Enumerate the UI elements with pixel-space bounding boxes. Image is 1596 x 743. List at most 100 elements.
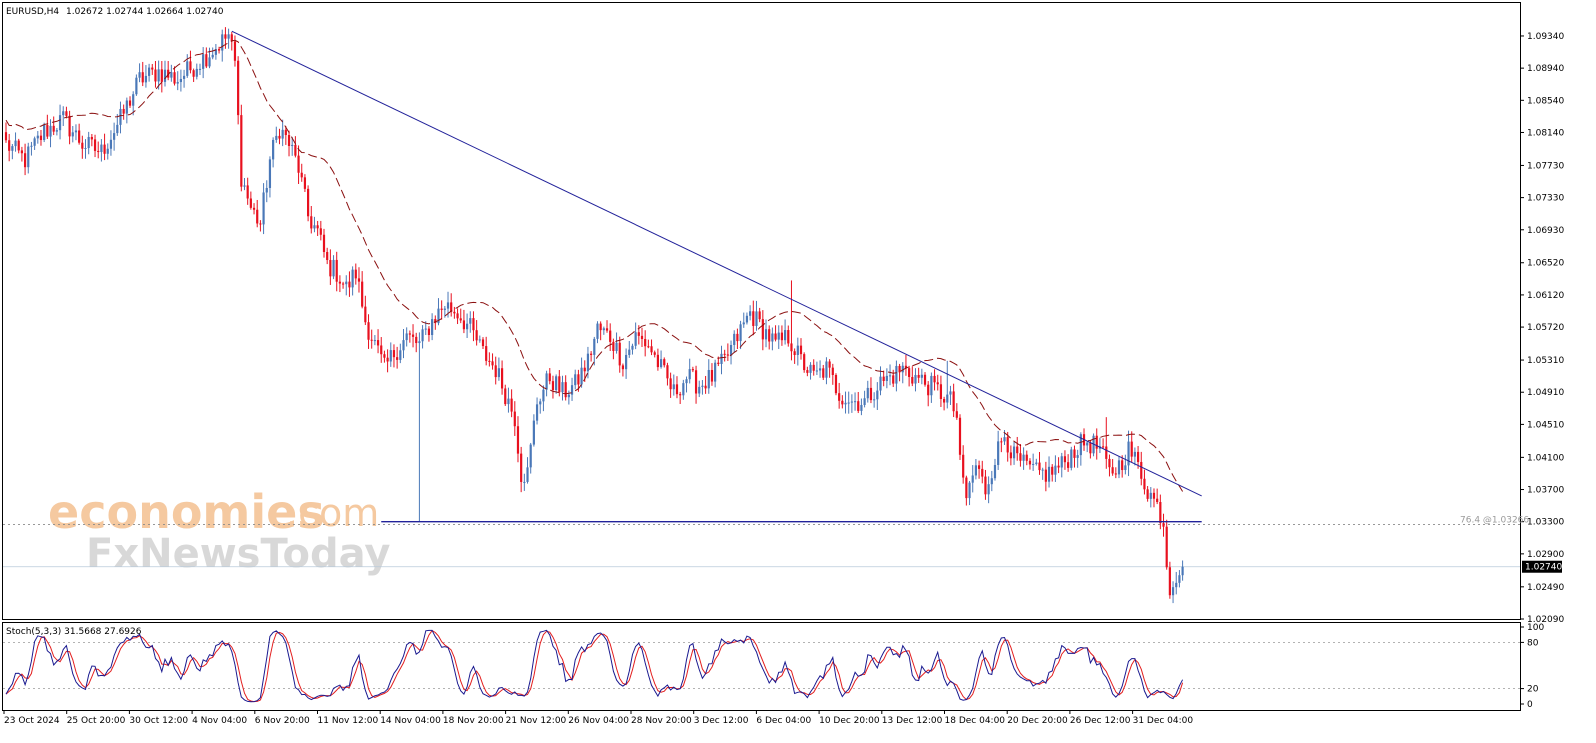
price-tick-label: 1.08940 [1527,64,1564,74]
price-tick-label: 1.02490 [1527,583,1564,593]
candle-body [100,144,103,153]
candle-body [472,318,475,331]
candle-body [920,374,923,378]
candle-body [132,94,135,106]
time-tick-label: 4 Nov 04:00 [192,716,247,726]
candle-body [507,398,510,405]
time-tick-label: 28 Nov 20:00 [631,716,692,726]
candle-body [65,111,68,116]
candle-body [43,125,46,141]
candle-body [634,332,637,346]
candle-body [818,368,822,371]
candle-body [113,133,116,140]
candle-body [749,311,752,316]
candle-body [987,484,990,495]
candle-body [386,357,389,362]
candle-body [895,365,898,384]
candle-body [532,420,535,445]
candle-body [943,399,946,403]
candle-body [510,398,513,412]
candle-body [965,477,968,499]
candle-body [1089,442,1092,454]
candle-body [764,329,768,340]
stoch-tick-label: 0 [1527,700,1533,710]
price-tick-label: 1.09340 [1527,32,1564,42]
candle-body [411,334,415,337]
candle-body [628,349,631,355]
candle-body [529,444,532,468]
candle-body [815,370,818,372]
candle-body [1165,526,1168,568]
candle-body [224,34,227,39]
candle-body [799,345,803,355]
candle-body [615,342,618,351]
price-tick-label: 1.07730 [1527,161,1564,171]
candle-body [593,338,596,355]
candle-body [373,340,376,342]
candle-body [669,378,672,390]
price-tick-label: 1.08140 [1527,128,1564,138]
candle-body [812,364,815,371]
candle-body [866,387,869,399]
candle-body [36,135,39,139]
candle-body [27,146,30,168]
candle-body [1000,441,1003,443]
candle-body [176,82,179,84]
candle-body [946,394,949,403]
price-tick-label: 1.06930 [1527,226,1564,236]
candle-body [551,381,555,391]
candle-body [771,333,774,342]
time-tick-label: 30 Oct 12:00 [129,716,188,726]
candle-body [202,54,205,69]
price-tick-label: 1.04510 [1527,420,1564,430]
candle-body [707,369,710,389]
candle-body [640,335,644,340]
candle-body [577,374,580,385]
candle-body [1133,451,1136,457]
candle-body [535,404,539,421]
stochastic-layer [3,629,1520,703]
candle-body [1121,460,1124,471]
candle-body [310,216,313,229]
time-tick-label: 6 Dec 04:00 [756,716,811,726]
candle-body [1003,437,1006,442]
candle-body [348,281,351,288]
candle-body [237,60,240,116]
candle-body [275,135,278,140]
candle-body [427,328,431,336]
candle-body [570,385,574,395]
candle-body [653,352,656,355]
candle-body [981,468,984,477]
candle-body [685,379,688,384]
candle-body [774,333,777,340]
candle-body [583,367,586,372]
candle-body [119,108,122,125]
candle-body [1032,463,1035,465]
candle-body [621,365,625,370]
candle-body [122,108,125,114]
candle-body [930,375,933,396]
candle-body [205,54,208,67]
candle-body [332,259,335,277]
stoch-signal-line [5,629,1184,703]
candle-body [561,382,564,393]
candle-body [431,319,434,336]
candle-body [656,354,659,368]
candle-body [876,390,879,400]
candle-body [265,187,268,193]
candle-body [1146,489,1149,499]
candle-body [726,354,729,356]
candle-body [666,365,669,379]
candle-body [87,136,90,149]
candle-body [380,345,383,355]
candle-body [179,78,182,83]
time-tick-label: 10 Dec 20:00 [819,716,880,726]
candle-body [357,278,361,282]
candle-body [97,150,100,153]
candle-body [1140,461,1143,479]
price-tick-label: 1.03300 [1527,518,1564,528]
price-tick-label: 1.07330 [1527,194,1564,204]
candle-body [723,353,726,355]
candle-body [303,177,307,189]
